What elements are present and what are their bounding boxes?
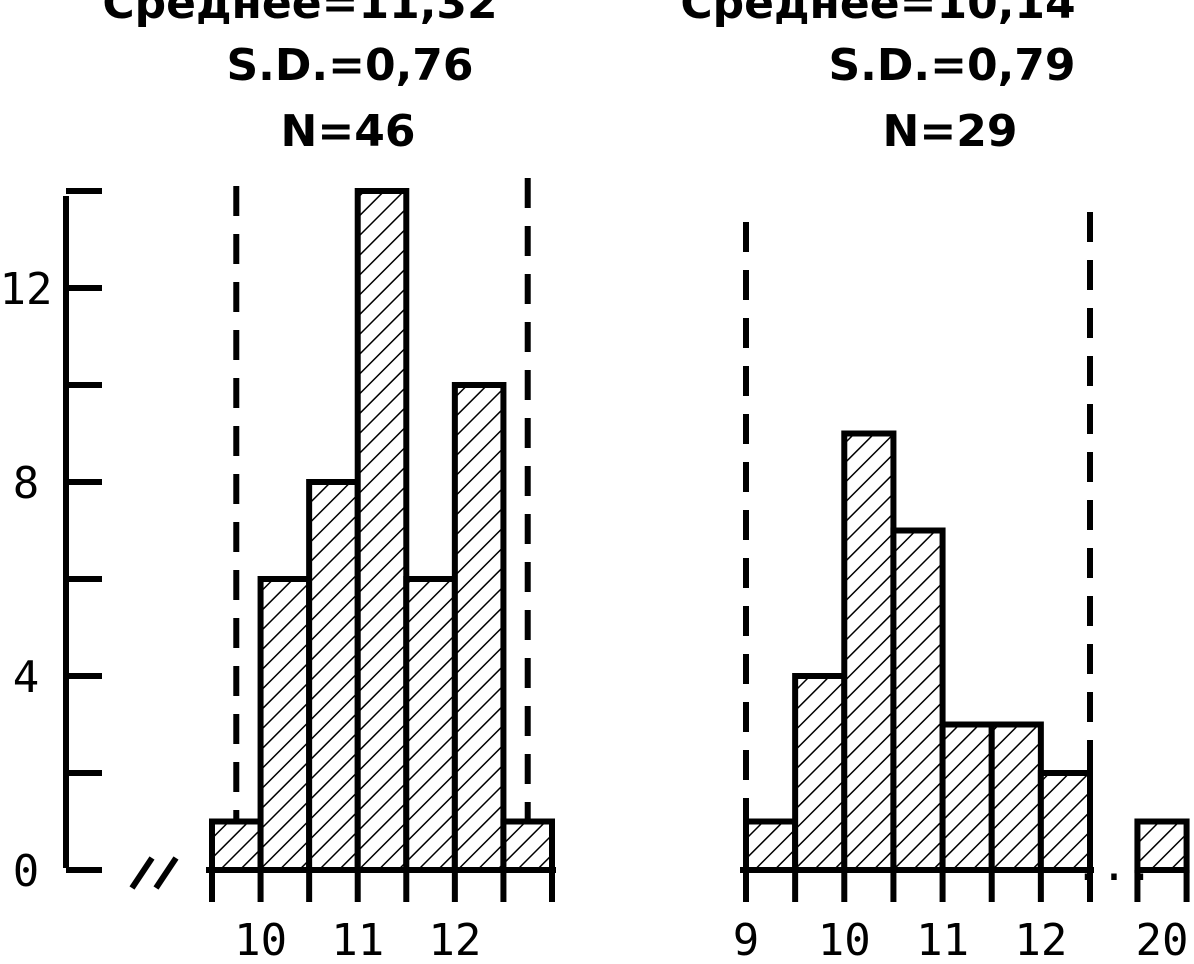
- y-tick-label: 12: [0, 264, 52, 315]
- left-n-label: N=46: [281, 106, 416, 157]
- left-sd-label: S.D.=0,76: [226, 40, 473, 91]
- right-mean-label: Среднее=10,14: [680, 0, 1075, 29]
- x-tick-label: 20: [1136, 915, 1189, 964]
- histogram-bar: [209, 818, 264, 873]
- histogram-bar: [939, 721, 995, 873]
- left-histogram: 10 11 12: [206, 178, 556, 964]
- x-tick-label: 12: [1014, 915, 1067, 964]
- histogram-bar: [306, 479, 361, 873]
- x-tick-label: 12: [428, 915, 481, 964]
- histogram-bar: [403, 576, 458, 873]
- x-tick-label: 10: [234, 915, 287, 964]
- axis-break-ellipsis: ...: [1074, 840, 1153, 891]
- histogram-bar: [354, 188, 410, 873]
- left-mean-label: Среднее=11,32: [102, 0, 497, 29]
- histogram-bar: [500, 818, 555, 873]
- right-sd-label: S.D.=0,79: [828, 40, 1075, 91]
- right-histogram: 9 10 11 12 20...: [733, 212, 1190, 964]
- right-n-label: N=29: [883, 106, 1018, 157]
- histogram-bar: [988, 721, 1044, 873]
- y-tick-label: 4: [13, 652, 40, 703]
- histogram-bar: [890, 527, 946, 873]
- y-tick-label: 8: [13, 458, 40, 509]
- histogram-bar: [451, 382, 507, 873]
- histogram-bar: [1134, 818, 1190, 873]
- x-tick-label: 11: [916, 915, 969, 964]
- histogram-bar: [257, 576, 313, 873]
- x-tick-label: 9: [733, 915, 760, 964]
- x-tick-label: 10: [818, 915, 871, 964]
- y-axis: 0 4 8 12: [0, 188, 102, 897]
- histogram-bar: [743, 818, 799, 873]
- histogram-bar: [792, 673, 848, 873]
- x-tick-label: 11: [331, 915, 384, 964]
- y-tick-label: 0: [13, 846, 40, 897]
- histogram-bar: [841, 430, 897, 873]
- axis-break-mark: [129, 856, 179, 890]
